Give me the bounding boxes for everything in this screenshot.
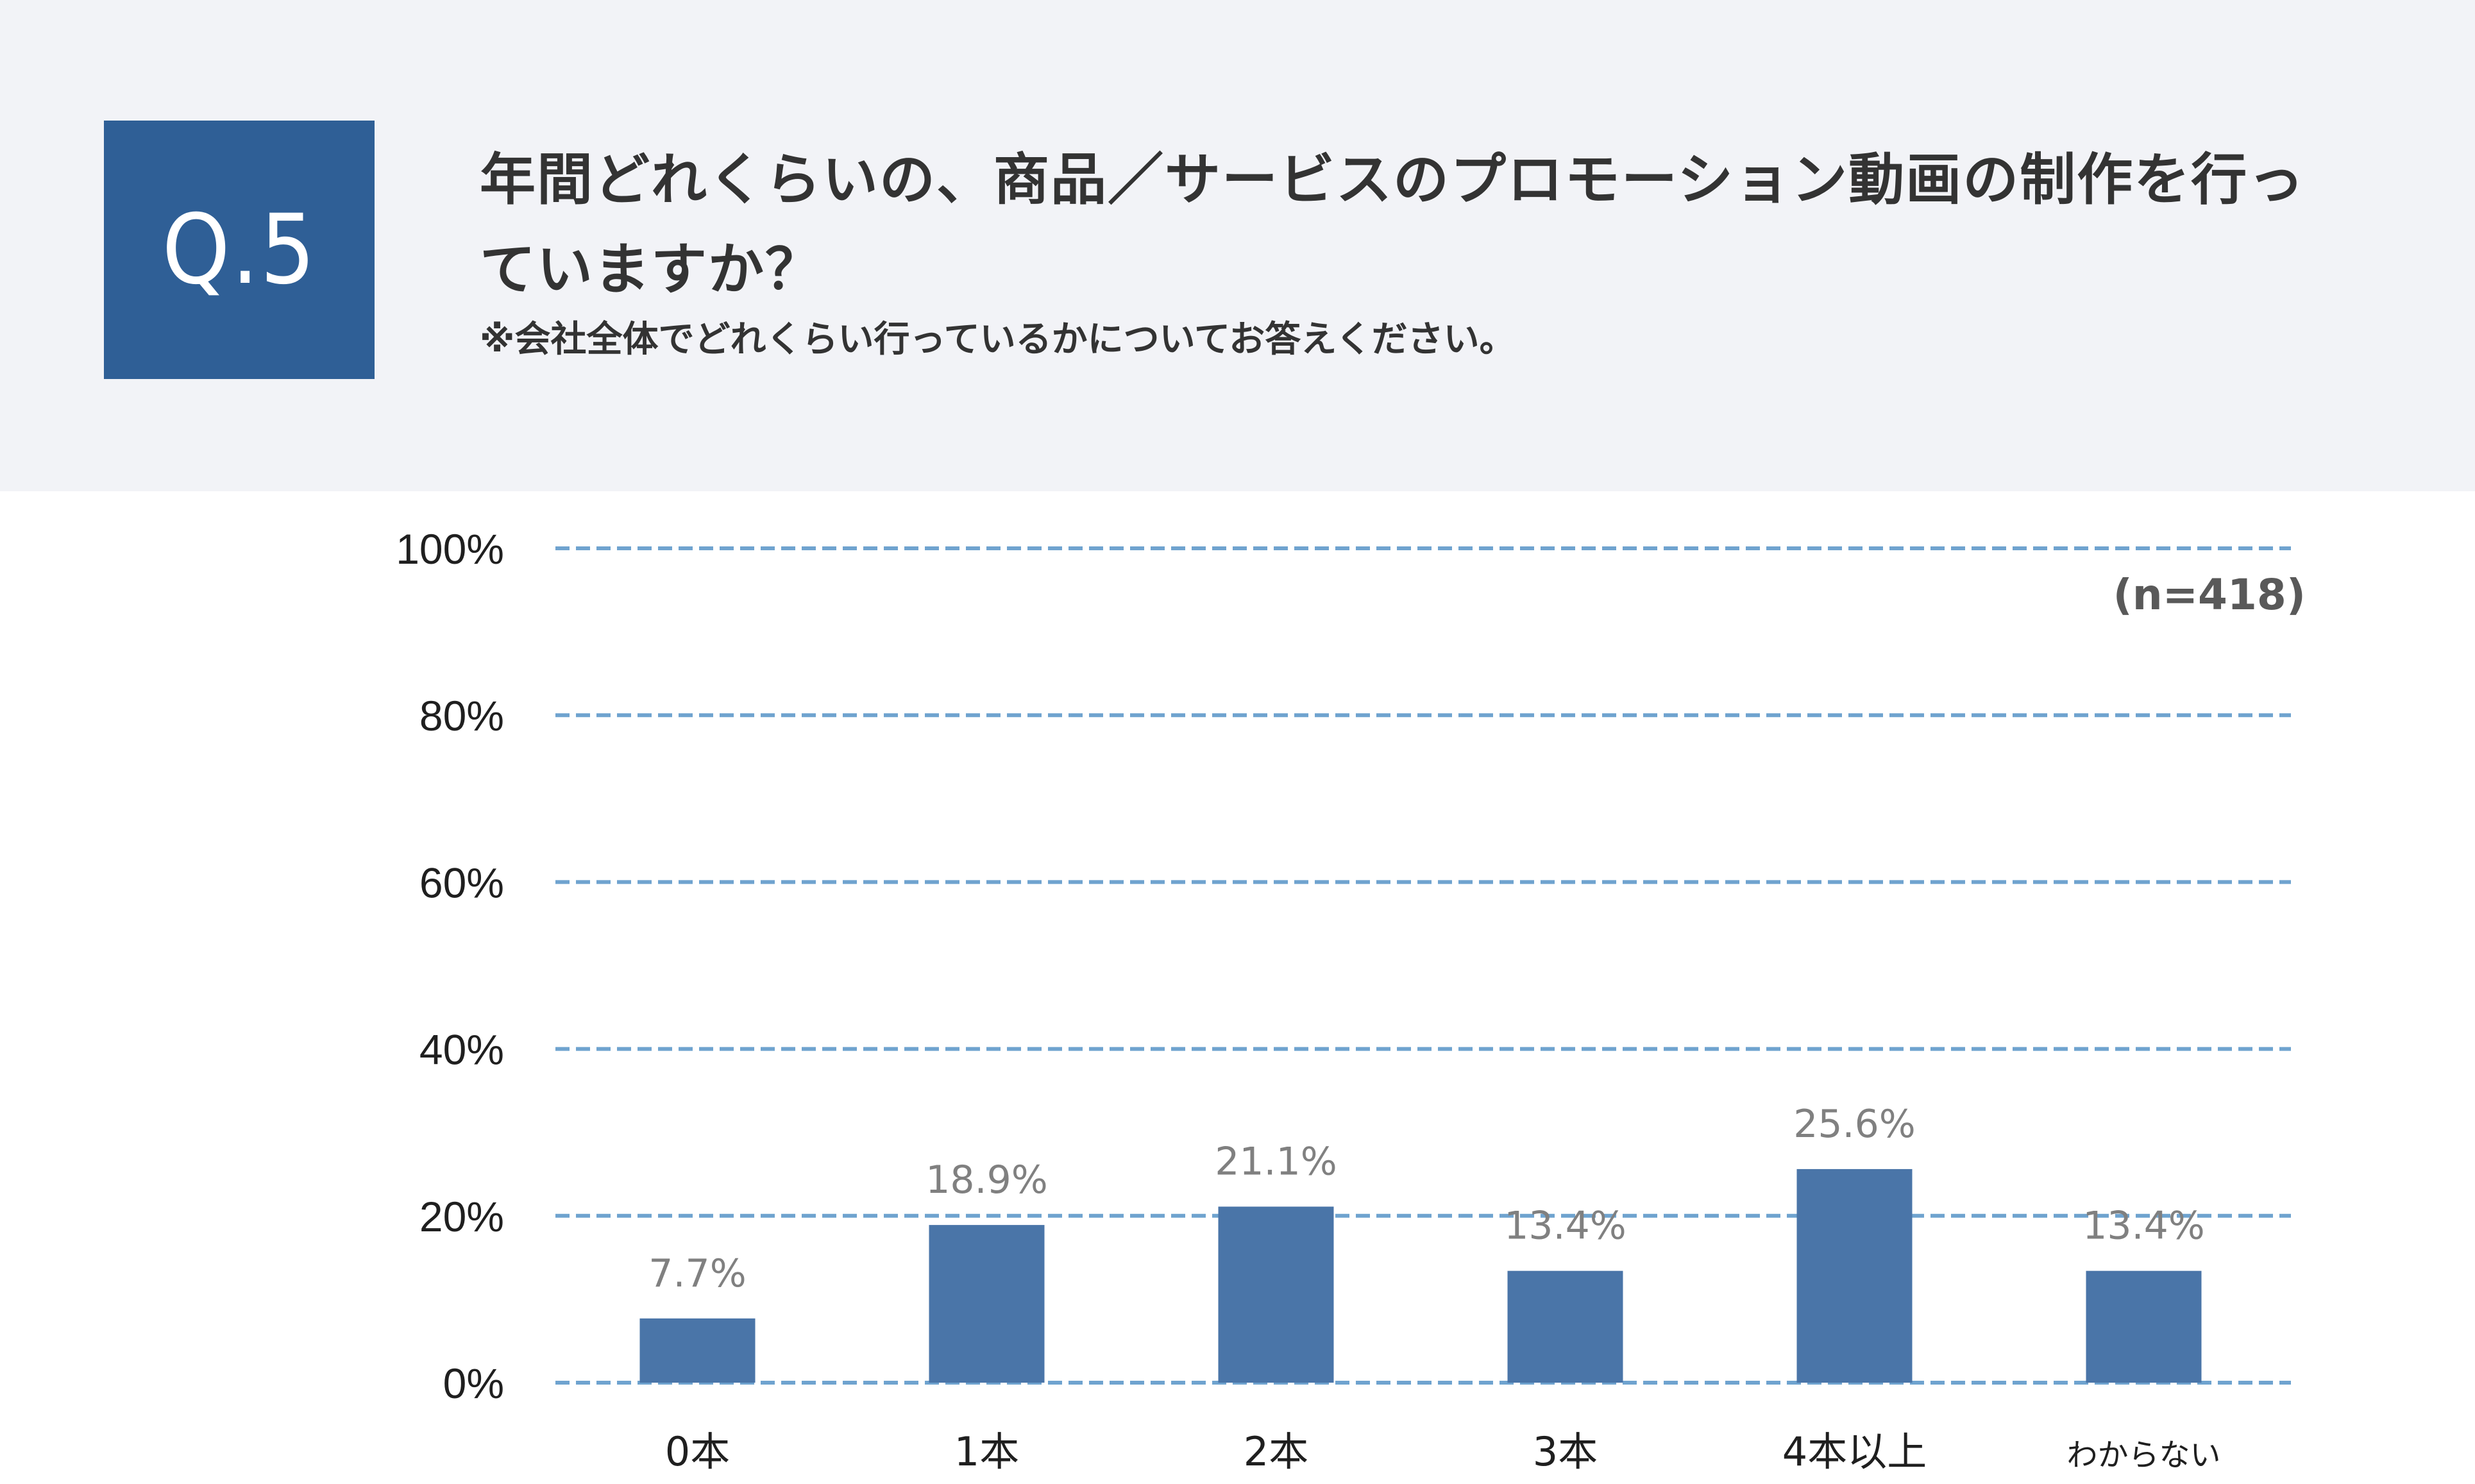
value-label: 7.7% xyxy=(648,1251,746,1296)
x-tick-label: 0本 xyxy=(665,1428,730,1475)
y-tick-label: 60% xyxy=(419,859,504,906)
value-label: 13.4% xyxy=(1504,1204,1626,1249)
sample-size-label: (n=418) xyxy=(2113,570,2306,620)
y-tick-label: 0% xyxy=(443,1360,504,1407)
gridlines xyxy=(555,546,2291,1385)
question-number-badge: Q.5 xyxy=(104,121,375,379)
x-tick-label: 4本以上 xyxy=(1782,1428,1927,1475)
bar xyxy=(1796,1168,1913,1383)
bars xyxy=(639,1168,2202,1383)
y-axis-ticks: 0% 20% 40% 60% 80% 100% xyxy=(396,525,504,1407)
x-tick-label: わからない xyxy=(2066,1437,2220,1473)
x-tick-label: 1本 xyxy=(954,1428,1019,1475)
bar xyxy=(1218,1206,1334,1383)
bar xyxy=(929,1225,1045,1383)
x-axis-ticks: 0本 1本 2本 3本 4本以上 わからない xyxy=(665,1428,2221,1475)
bar xyxy=(639,1318,756,1383)
x-tick-label: 2本 xyxy=(1244,1428,1308,1475)
value-labels: 7.7% 18.9% 21.1% 13.4% 25.6% 13.4% xyxy=(648,1102,2205,1296)
y-tick-label: 100% xyxy=(396,525,504,573)
value-label: 13.4% xyxy=(2082,1204,2205,1249)
x-tick-label: 3本 xyxy=(1533,1428,1598,1475)
question-header: Q.5 年間どれくらいの、商品／サービスのプロモーション動画の制作を行っています… xyxy=(0,0,2475,491)
value-label: 18.9% xyxy=(925,1158,1048,1202)
question-title: 年間どれくらいの、商品／サービスのプロモーション動画の制作を行っていますか？ xyxy=(480,147,2306,302)
value-label: 25.6% xyxy=(1793,1102,1916,1147)
bar xyxy=(2086,1270,2202,1383)
y-tick-label: 80% xyxy=(419,692,504,739)
y-tick-label: 20% xyxy=(419,1193,504,1240)
value-label: 21.1% xyxy=(1215,1139,1337,1184)
y-tick-label: 40% xyxy=(419,1026,504,1074)
question-note: ※会社全体でどれくらい行っているかについてお答えください。 xyxy=(480,319,1516,360)
bar xyxy=(1507,1270,1623,1383)
question-number: Q.5 xyxy=(162,194,317,306)
